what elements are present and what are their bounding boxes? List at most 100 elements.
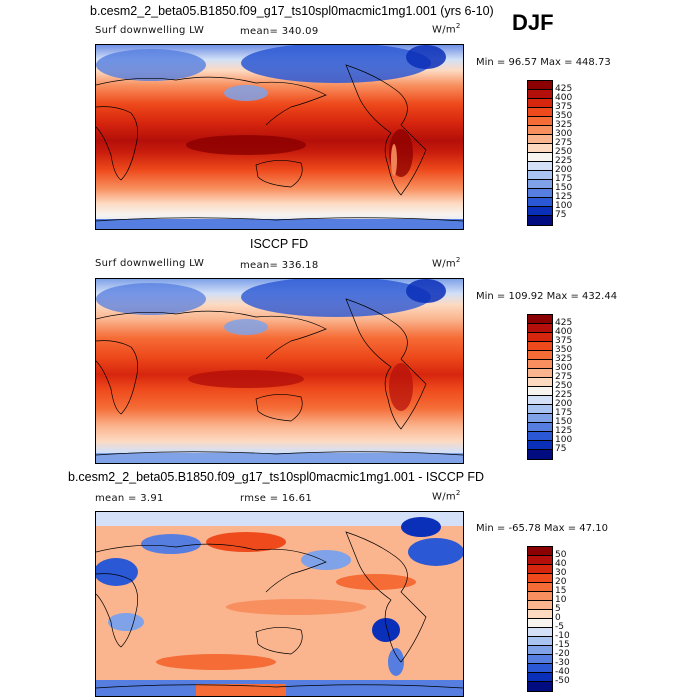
- panel1-cbar-tick: 125: [555, 192, 573, 202]
- panel3-colorbar: [527, 546, 553, 692]
- panel2-cbar-box: [528, 450, 552, 459]
- panel3-rmse: rmse = 16.61: [240, 493, 313, 504]
- panel1-units: W/m2: [432, 22, 461, 36]
- panel2-coast-africa: [96, 340, 138, 415]
- panel3-cbar-box: [528, 565, 552, 574]
- panel1-cbar-box: [528, 81, 552, 90]
- panel3-europe-neg: [141, 534, 201, 554]
- panel3-cbar-tick: 20: [555, 577, 567, 587]
- panel3-cbar-box: [528, 619, 552, 628]
- panel3-coast-africa: [96, 573, 138, 648]
- panel1-cbar-box: [528, 99, 552, 108]
- panel1-cbar-box: [528, 153, 552, 162]
- panel3-north-pacific-neg: [408, 538, 463, 566]
- season-label: DJF: [512, 10, 554, 35]
- panel1-cbar-box: [528, 198, 552, 207]
- panel3-cbar-box: [528, 547, 552, 556]
- panel3-greenland-neg: [401, 517, 441, 537]
- panel2-cbar-tick: 100: [555, 435, 573, 445]
- panel1-cbar-box: [528, 126, 552, 135]
- panel3-cbar-tick: 30: [555, 568, 567, 578]
- panel2-title: ISCCP FD: [250, 237, 309, 251]
- panel3-coast-australia: [255, 627, 303, 655]
- panel3-pacific-pos: [336, 574, 416, 590]
- panel3-cbar-box: [528, 646, 552, 655]
- panel2-cbar-box: [528, 378, 552, 387]
- panel2-warm-pool: [188, 370, 304, 388]
- panel2-coast-antarctica: [96, 451, 463, 456]
- panel1-coast-americas: [345, 64, 427, 196]
- panel1-cbar-tick: 350: [555, 111, 573, 121]
- panel3-cbar-box: [528, 664, 552, 673]
- panel3-cbar-box: [528, 556, 552, 565]
- panel2-cbar-box: [528, 387, 552, 396]
- panel3-coast-antarctica: [96, 684, 463, 689]
- panel3-west-africa-neg: [108, 613, 144, 631]
- panel3-cbar-tick: -15: [555, 640, 570, 650]
- panel2-antarctica-cold: [96, 453, 463, 463]
- panel2-variable: Surf downwelling LW: [95, 258, 205, 269]
- panel3-cbar-tick: 50: [555, 550, 567, 560]
- panel3-east-pacific-neg: [372, 618, 400, 642]
- panel3-cbar-box: [528, 673, 552, 682]
- panel2-cbar-tick: 125: [555, 426, 573, 436]
- panel1-cbar-tick: 300: [555, 129, 573, 139]
- panel2-colorbar: [527, 314, 553, 460]
- panel3-cbar-tick: 40: [555, 559, 567, 569]
- panel2-cbar-box: [528, 432, 552, 441]
- panel2-cbar-box: [528, 360, 552, 369]
- panel2-mean: mean= 336.18: [240, 260, 319, 271]
- panel1-cbar-box: [528, 189, 552, 198]
- panel3-cbar-tick: -5: [555, 622, 564, 632]
- panel2-cbar-tick: 250: [555, 381, 573, 391]
- panel3-cbar-box: [528, 637, 552, 646]
- panel3-cbar-box: [528, 583, 552, 592]
- panel1-cbar-box: [528, 162, 552, 171]
- panel1-cbar-tick: 375: [555, 102, 573, 112]
- panel1-cbar-box: [528, 144, 552, 153]
- panel1-cbar-box: [528, 216, 552, 225]
- panel2-cbar-tick: 425: [555, 318, 573, 328]
- panel3-coast-eurasia: [96, 543, 327, 593]
- panel3-north-atlantic-neg: [96, 558, 138, 586]
- panel3-mean: mean = 3.91: [95, 493, 164, 504]
- panel1-variable: Surf downwelling LW: [95, 25, 205, 36]
- panel3-antarctica-pos: [196, 684, 286, 696]
- panel3-cbar-tick: -30: [555, 658, 570, 668]
- panel1-cbar-tick: 275: [555, 138, 573, 148]
- panel2-cbar-box: [528, 441, 552, 450]
- panel1-cbar-box: [528, 207, 552, 216]
- panel2-cbar-box: [528, 315, 552, 324]
- panel2-cbar-tick: 375: [555, 336, 573, 346]
- panel2-cbar-tick: 300: [555, 363, 573, 373]
- panel3-cbar-box: [528, 574, 552, 583]
- panel2-cbar-tick: 175: [555, 408, 573, 418]
- panel2-cbar-box: [528, 351, 552, 360]
- panel3-cbar-box: [528, 601, 552, 610]
- panel3-map: [95, 511, 464, 697]
- panel3-asia-pos: [206, 532, 286, 552]
- panel1-cbar-tick: 75: [555, 210, 567, 220]
- panel2-cbar-box: [528, 414, 552, 423]
- panel1-cbar-box: [528, 180, 552, 189]
- panel3-cbar-box: [528, 628, 552, 637]
- panel1-tibet-cold: [224, 85, 268, 101]
- panel3-cbar-tick: -40: [555, 667, 570, 677]
- panel2-cbar-box: [528, 324, 552, 333]
- panel2-tibet-cold: [224, 319, 268, 335]
- panel3-title: b.cesm2_2_beta05.B1850.f09_g17_ts10spl0m…: [68, 470, 484, 484]
- panel1-cbar-box: [528, 171, 552, 180]
- panel3-cbar-box: [528, 682, 552, 691]
- panel2-south-america-warm: [389, 363, 413, 411]
- panel1-cbar-tick: 150: [555, 183, 573, 193]
- panel1-andes-cool: [391, 144, 397, 176]
- panel3-cbar-tick: -50: [555, 676, 570, 686]
- panel2-siberia-cold: [241, 279, 431, 317]
- panel3-cbar-box: [528, 655, 552, 664]
- panel2-cbar-box: [528, 405, 552, 414]
- panel1-coast-africa: [96, 106, 138, 181]
- panel3-cbar-tick: 5: [555, 604, 561, 614]
- panel2-cbar-tick: 350: [555, 345, 573, 355]
- panel1-mean: mean= 340.09: [240, 26, 319, 37]
- panel1-siberia-cold: [241, 45, 431, 83]
